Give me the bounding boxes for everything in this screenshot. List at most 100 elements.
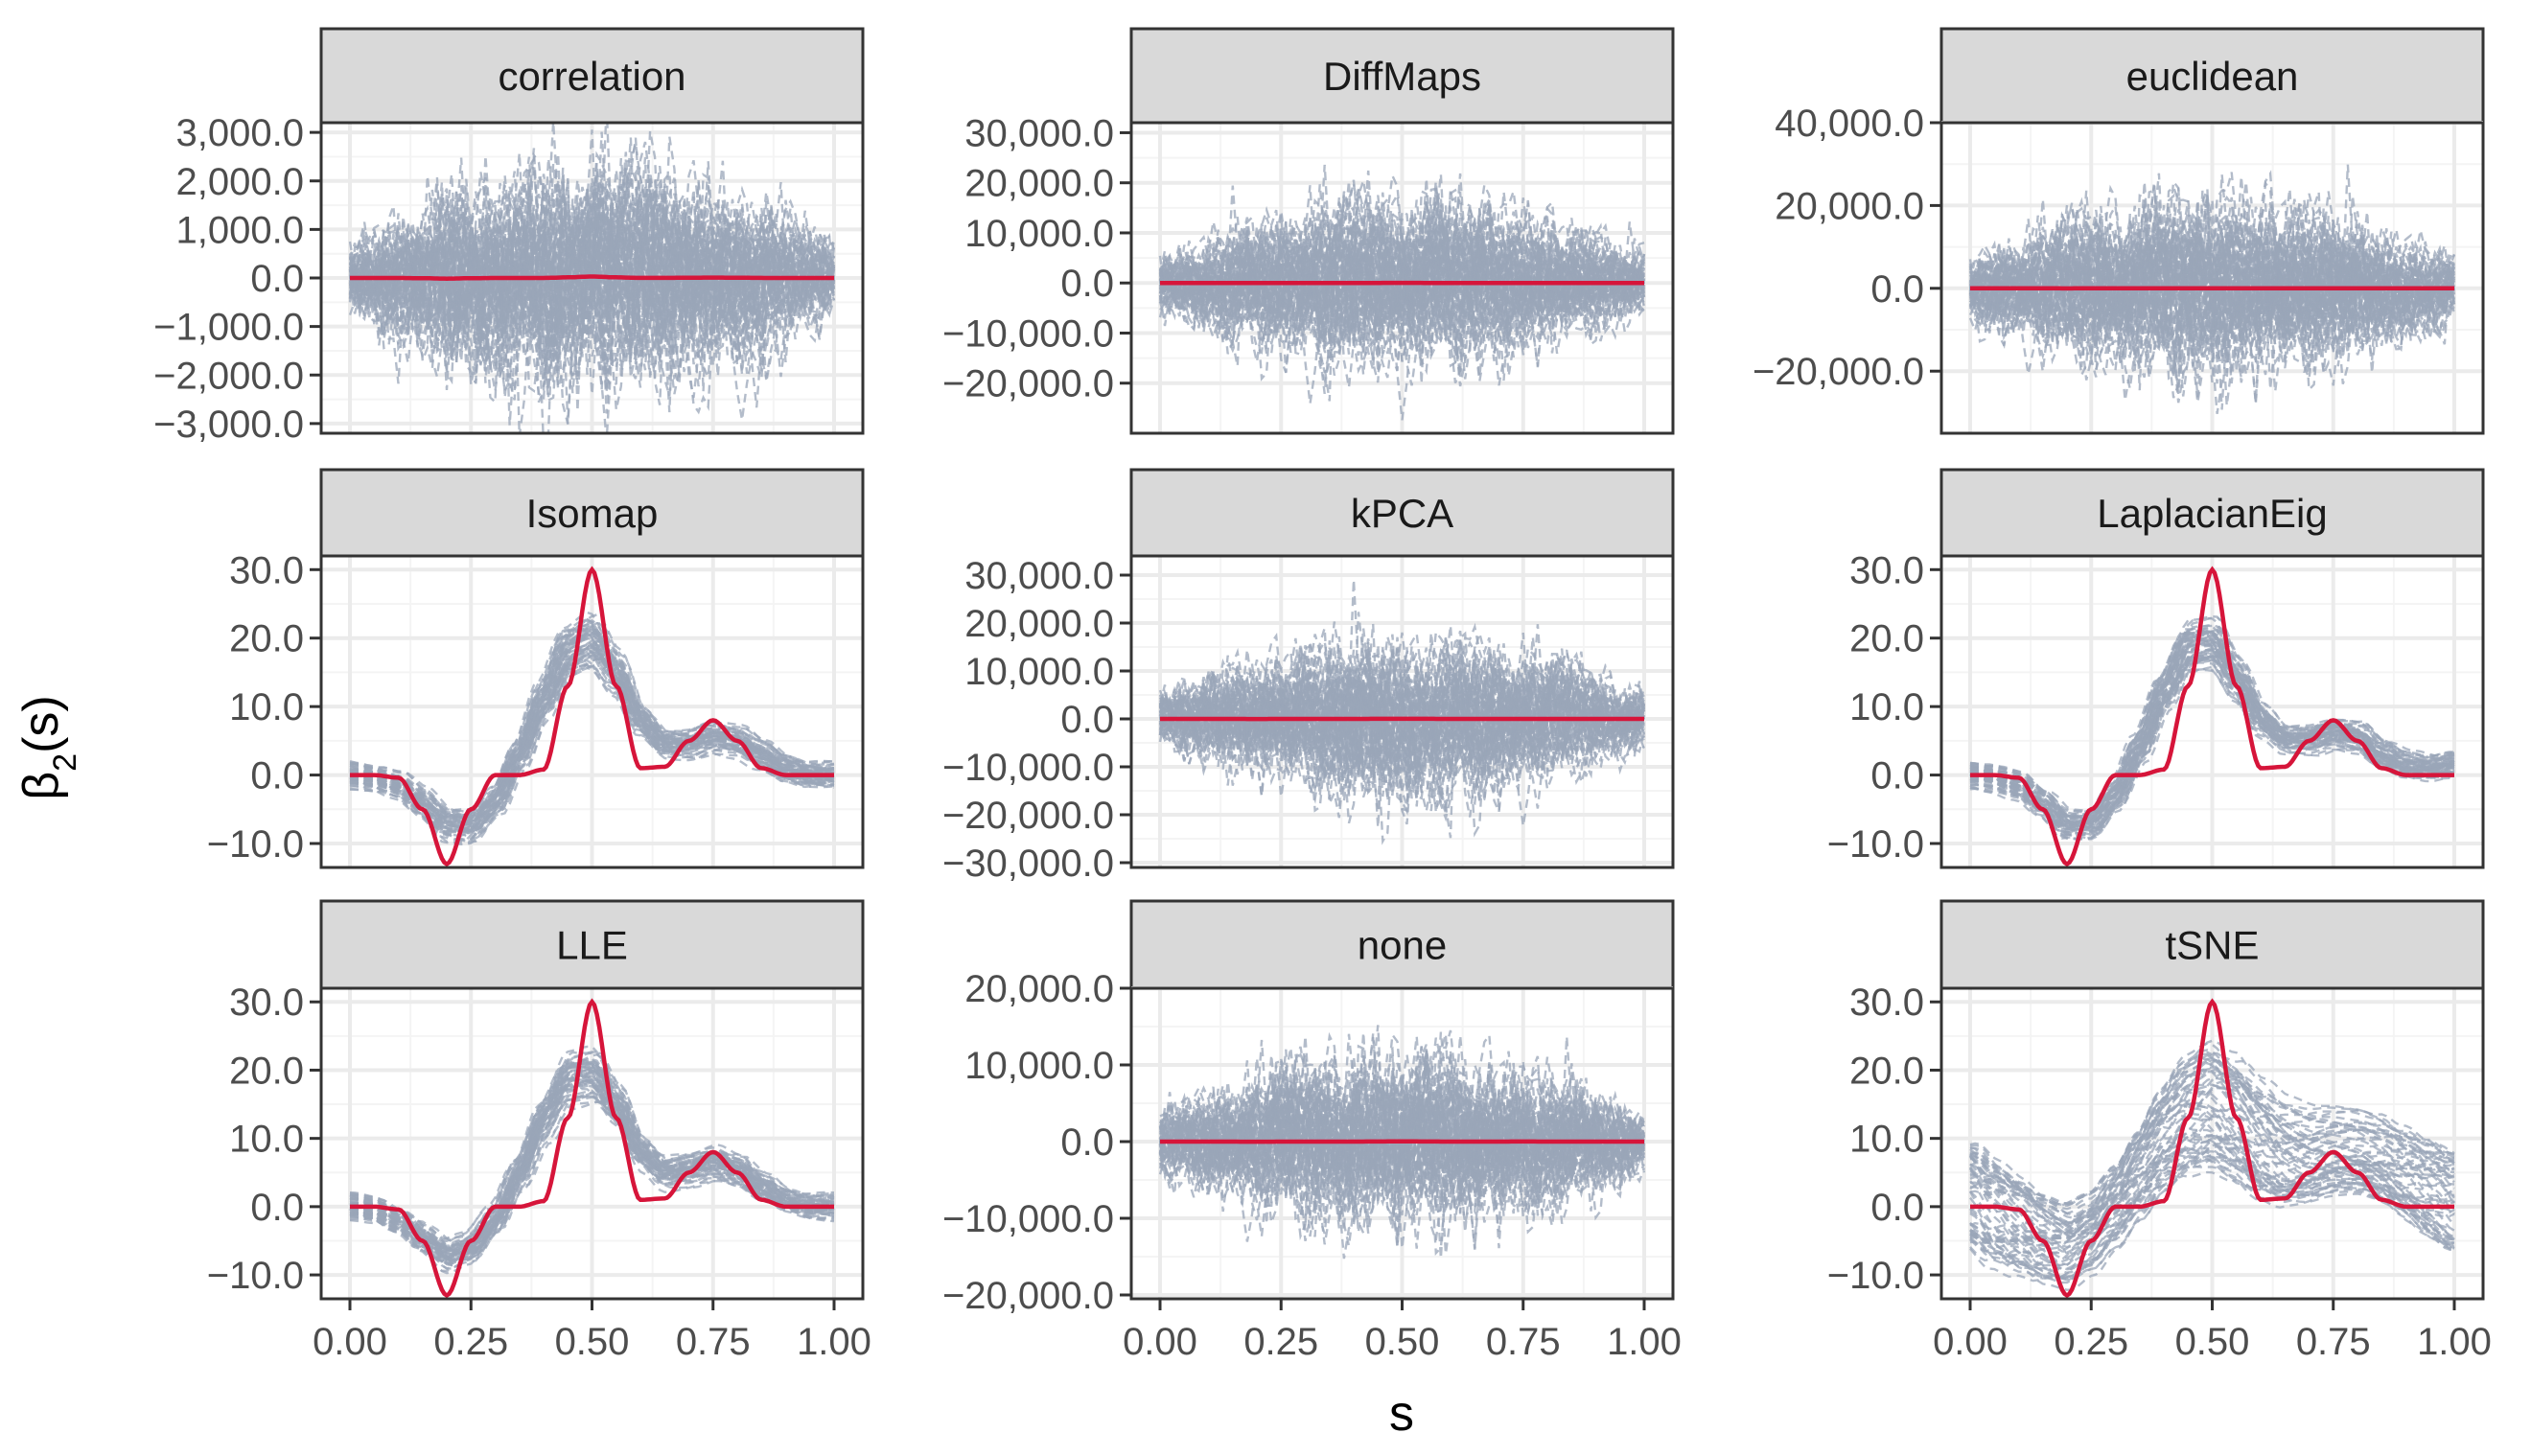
simulated-estimate-line — [1969, 197, 2456, 353]
y-axis-title-subscript: 2 — [47, 753, 83, 772]
y-tick-label: 20.0 — [1849, 618, 1924, 660]
simulated-estimate-line — [1969, 1121, 2455, 1275]
simulated-estimate-line — [1159, 1091, 1645, 1246]
facet-strip-label: kPCA — [1351, 491, 1453, 536]
facet-none: none −20,000.0 −10,000.0 0.0 10,000.0 20,000.… — [942, 899, 1682, 1363]
simulated-estimate-line — [1969, 1115, 2455, 1219]
facet-strip — [319, 27, 865, 125]
simulated-estimate-line — [1969, 1127, 2455, 1271]
simulated-estimate-line — [1969, 1055, 2455, 1281]
simulated-estimate-line — [1969, 1058, 2455, 1267]
y-tick-label: 10.0 — [1849, 1119, 1924, 1161]
y-tick-label: −20,000.0 — [942, 795, 1114, 837]
simulated-estimate-line — [1969, 1139, 2455, 1236]
y-tick-label: 20.0 — [229, 618, 304, 660]
y-tick-label: 10.0 — [1849, 686, 1924, 728]
simulated-estimate-line — [1158, 671, 1646, 779]
facet-isomap: Isomap −10.0 0.0 10.0 20.0 30.0 — [207, 468, 865, 869]
simulated-estimate-line — [1159, 192, 1646, 384]
simulated-estimate-line — [1969, 1153, 2455, 1249]
y-tick-label: −10,000.0 — [942, 747, 1114, 789]
y-tick-label: 30.0 — [1849, 982, 1924, 1024]
x-tick-label: 0.25 — [1243, 1321, 1318, 1363]
simulated-estimate-line — [349, 206, 836, 397]
simulated-estimate-line — [1968, 198, 2456, 406]
simulated-estimate-line — [1159, 643, 1646, 845]
simulated-estimate-line — [1970, 236, 2455, 381]
simulated-estimate-line — [348, 179, 835, 377]
simulated-estimate-line — [349, 652, 835, 812]
simulated-estimate-line — [350, 631, 835, 844]
x-tick-label: 1.00 — [1607, 1321, 1682, 1363]
simulated-estimate-line — [349, 628, 835, 835]
y-tick-label: 10,000.0 — [964, 651, 1114, 693]
y-tick-label: −10.0 — [207, 823, 304, 866]
simulated-estimate-line — [1969, 1066, 2455, 1249]
simulated-estimate-line — [1968, 215, 2456, 393]
y-tick-label: −10,000.0 — [942, 1198, 1114, 1240]
y-tick-label: 0.0 — [1870, 1187, 1924, 1229]
simulated-estimate-line — [1969, 638, 2455, 820]
y-tick-label: −10.0 — [1827, 1255, 1924, 1297]
facet-strip-label: DiffMaps — [1323, 54, 1481, 99]
simulated-estimate-line — [1969, 1057, 2455, 1246]
x-tick-label: 1.00 — [2417, 1321, 2492, 1363]
facet-kpca: kPCA −30,000.0 −20,000.0 −10,000.0 0.0 10,000… — [942, 468, 1675, 885]
simulated-estimate-line — [1969, 182, 2456, 364]
simulated-estimate-line — [349, 1062, 835, 1261]
panel-border — [1129, 121, 1675, 435]
facet-strip — [1939, 899, 2485, 990]
true-function-line — [1970, 566, 2454, 867]
facet-strip-label: LaplacianEig — [2097, 491, 2328, 536]
facet-strip — [1129, 899, 1675, 990]
x-tick-label: 1.00 — [797, 1321, 871, 1363]
simulated-estimate-line — [348, 137, 835, 375]
simulated-estimate-line — [1969, 648, 2455, 837]
simulated-estimate-line — [349, 632, 835, 843]
y-tick-label: −3,000.0 — [153, 404, 304, 446]
panel-border — [319, 554, 865, 869]
y-tick-label: −30,000.0 — [942, 843, 1114, 885]
y-tick-label: 20.0 — [229, 1050, 304, 1092]
y-tick-label: −2,000.0 — [153, 355, 304, 397]
facet-strip-label: LLE — [556, 923, 628, 968]
simulated-estimate-line — [1969, 1109, 2455, 1215]
simulated-estimate-line — [1969, 630, 2455, 820]
y-tick-label: −10.0 — [1827, 823, 1924, 866]
y-axis-title: β2(s) — [13, 695, 83, 799]
simulated-estimate-line — [349, 646, 835, 833]
simulated-estimate-line — [1969, 1042, 2455, 1247]
simulated-estimate-line — [1969, 630, 2455, 841]
simulated-estimate-line — [1969, 1128, 2455, 1281]
y-tick-label: 30,000.0 — [964, 555, 1114, 597]
simulated-estimate-line — [349, 1078, 835, 1249]
simulated-estimate-line — [349, 170, 836, 374]
true-function-line — [1970, 998, 2454, 1299]
simulated-estimate-line — [1158, 643, 1646, 789]
true-function-line — [350, 566, 834, 867]
simulated-estimate-line — [348, 173, 836, 384]
simulated-estimate-line — [1159, 1074, 1646, 1241]
true-function-line — [350, 274, 834, 281]
simulated-estimate-line — [1969, 623, 2455, 823]
x-tick-label: 0.75 — [2296, 1321, 2371, 1363]
y-tick-label: 0.0 — [1060, 699, 1114, 741]
simulated-estimate-line — [1969, 195, 2456, 336]
simulated-estimate-line — [1159, 217, 1645, 404]
y-tick-label: 0.0 — [1060, 263, 1114, 305]
y-tick-label: 20,000.0 — [964, 968, 1114, 1010]
x-axis-title: s — [1389, 1386, 1414, 1442]
y-tick-label: 0.0 — [250, 258, 304, 300]
facet-laplacianeig: LaplacianEig −10.0 0.0 10.0 20.0 30.0 — [1827, 468, 2485, 869]
simulated-estimate-line — [349, 643, 835, 820]
simulated-estimate-line — [1969, 1068, 2455, 1250]
simulated-estimate-line — [1969, 1131, 2455, 1229]
simulated-estimate-line — [1158, 1046, 1646, 1231]
y-tick-label: 0.0 — [1870, 755, 1924, 797]
y-tick-label: −1,000.0 — [153, 307, 304, 349]
y-tick-label: −20,000.0 — [942, 363, 1114, 405]
simulated-estimate-line — [1969, 616, 2455, 833]
simulated-estimate-line — [1158, 621, 1646, 789]
simulated-estimate-line — [1158, 1059, 1645, 1213]
